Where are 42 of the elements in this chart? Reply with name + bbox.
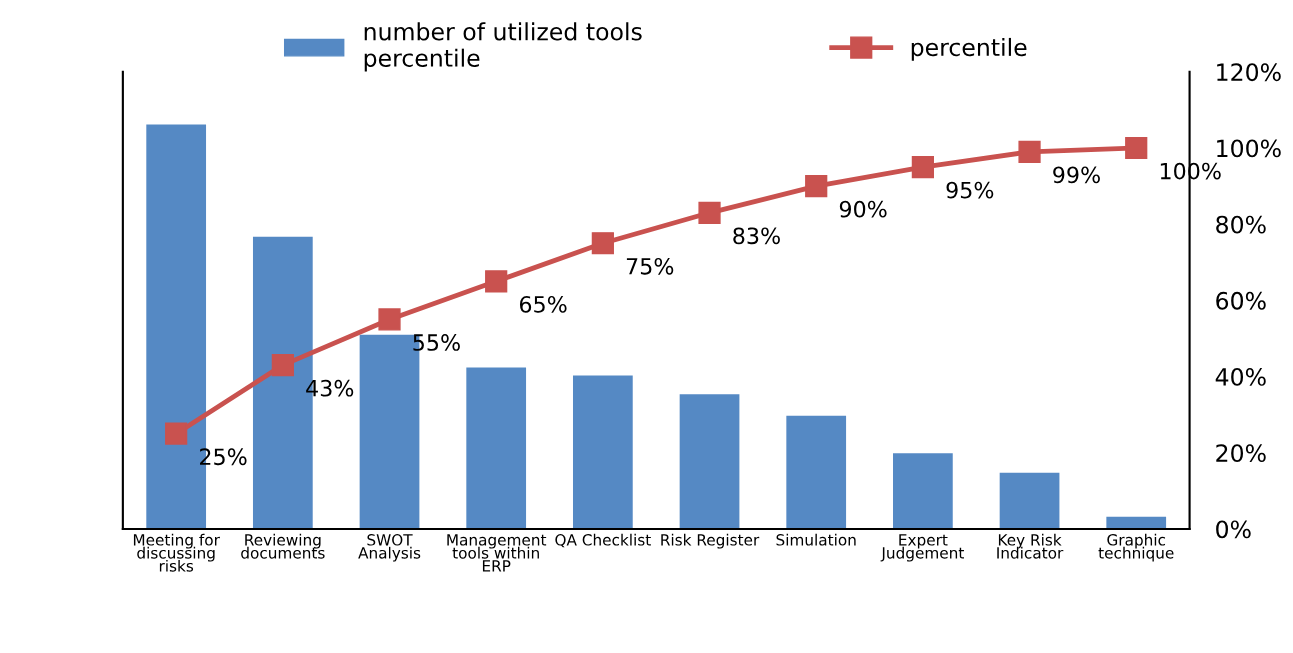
- x-tick-label: SWOT Analysis: [358, 534, 421, 562]
- legend-label: percentile: [911, 37, 1027, 61]
- x-tick-label: Management tools within ERP: [447, 534, 547, 572]
- point: [378, 308, 401, 331]
- bar: [679, 394, 740, 529]
- point: [1125, 136, 1148, 160]
- y-tick-label: 100%: [1217, 139, 1281, 158]
- data-label: 90%: [839, 200, 887, 218]
- data-label: 65%: [519, 295, 567, 313]
- y-tick-label: 60%: [1216, 291, 1266, 310]
- x-tick-label: Risk Register: [661, 533, 760, 549]
- point: [485, 270, 508, 293]
- data-label: 95%: [946, 181, 994, 199]
- y-tick-label: 20%: [1216, 444, 1266, 463]
- data-label: 75%: [626, 257, 674, 275]
- bar: [1106, 516, 1167, 529]
- point: [911, 155, 934, 179]
- legend-label: number of utilized tools percentile: [364, 22, 642, 72]
- data-label: 99%: [1053, 166, 1100, 184]
- y-tick-label: 40%: [1215, 368, 1266, 386]
- bar: [786, 415, 847, 529]
- x-tick-label: Graphic technique: [1098, 533, 1174, 562]
- x-tick-label: Reviewing documents: [241, 533, 325, 559]
- point: [271, 354, 294, 377]
- point: [698, 201, 721, 224]
- point: [1018, 140, 1041, 163]
- y-tick-label: 0%: [1216, 520, 1251, 539]
- point: [165, 422, 188, 445]
- x-tick-label: Meeting for discussing risks: [133, 533, 220, 572]
- y-tick-label: 120%: [1217, 63, 1281, 82]
- data-label: 83%: [733, 227, 780, 245]
- x-tick-label: Key Risk Indicator: [997, 533, 1064, 559]
- x-tick-label: Expert Judgement: [880, 534, 964, 562]
- point: [805, 174, 828, 198]
- x-tick-label: Simulation: [776, 533, 856, 546]
- bar: [466, 367, 527, 529]
- bar: [893, 453, 953, 529]
- y-tick-label: 80%: [1216, 215, 1266, 234]
- point: [591, 232, 614, 255]
- x-tick-label: QA Checklist: [555, 533, 651, 548]
- bar: [999, 472, 1060, 529]
- bar: [572, 375, 633, 529]
